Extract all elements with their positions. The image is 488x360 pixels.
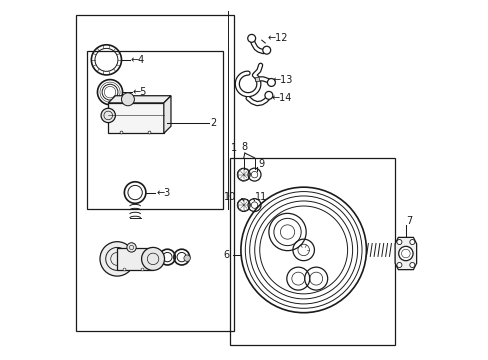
Circle shape: [264, 91, 272, 99]
Polygon shape: [108, 96, 171, 103]
Circle shape: [142, 247, 164, 270]
Circle shape: [100, 242, 134, 276]
Bar: [108, 103, 163, 134]
Circle shape: [262, 46, 270, 54]
Circle shape: [396, 239, 401, 244]
Polygon shape: [163, 96, 171, 134]
Text: ←12: ←12: [267, 33, 288, 43]
Text: 9: 9: [258, 159, 264, 169]
Circle shape: [409, 239, 414, 244]
Text: 1: 1: [231, 143, 237, 153]
Bar: [230, 158, 394, 345]
Circle shape: [247, 35, 255, 42]
Text: 7: 7: [406, 216, 412, 226]
Text: ←4: ←4: [131, 55, 145, 65]
Bar: [254, 77, 258, 81]
Text: ←14: ←14: [271, 93, 291, 103]
Text: 8: 8: [241, 142, 247, 152]
Text: 2: 2: [210, 118, 216, 128]
Circle shape: [409, 262, 414, 267]
Text: 6: 6: [223, 250, 228, 260]
Circle shape: [101, 108, 115, 123]
Bar: [86, 51, 223, 209]
Circle shape: [126, 243, 136, 252]
Circle shape: [267, 78, 275, 86]
Bar: [76, 15, 233, 330]
Circle shape: [121, 93, 134, 106]
Polygon shape: [394, 237, 416, 270]
Circle shape: [183, 255, 190, 261]
Text: 11: 11: [254, 192, 266, 202]
Text: ←5: ←5: [132, 87, 147, 97]
Text: ←3: ←3: [156, 188, 170, 198]
Text: 10: 10: [224, 192, 236, 202]
Bar: [117, 248, 153, 270]
Circle shape: [398, 246, 412, 261]
Circle shape: [396, 262, 401, 267]
Text: ←13: ←13: [272, 75, 292, 85]
